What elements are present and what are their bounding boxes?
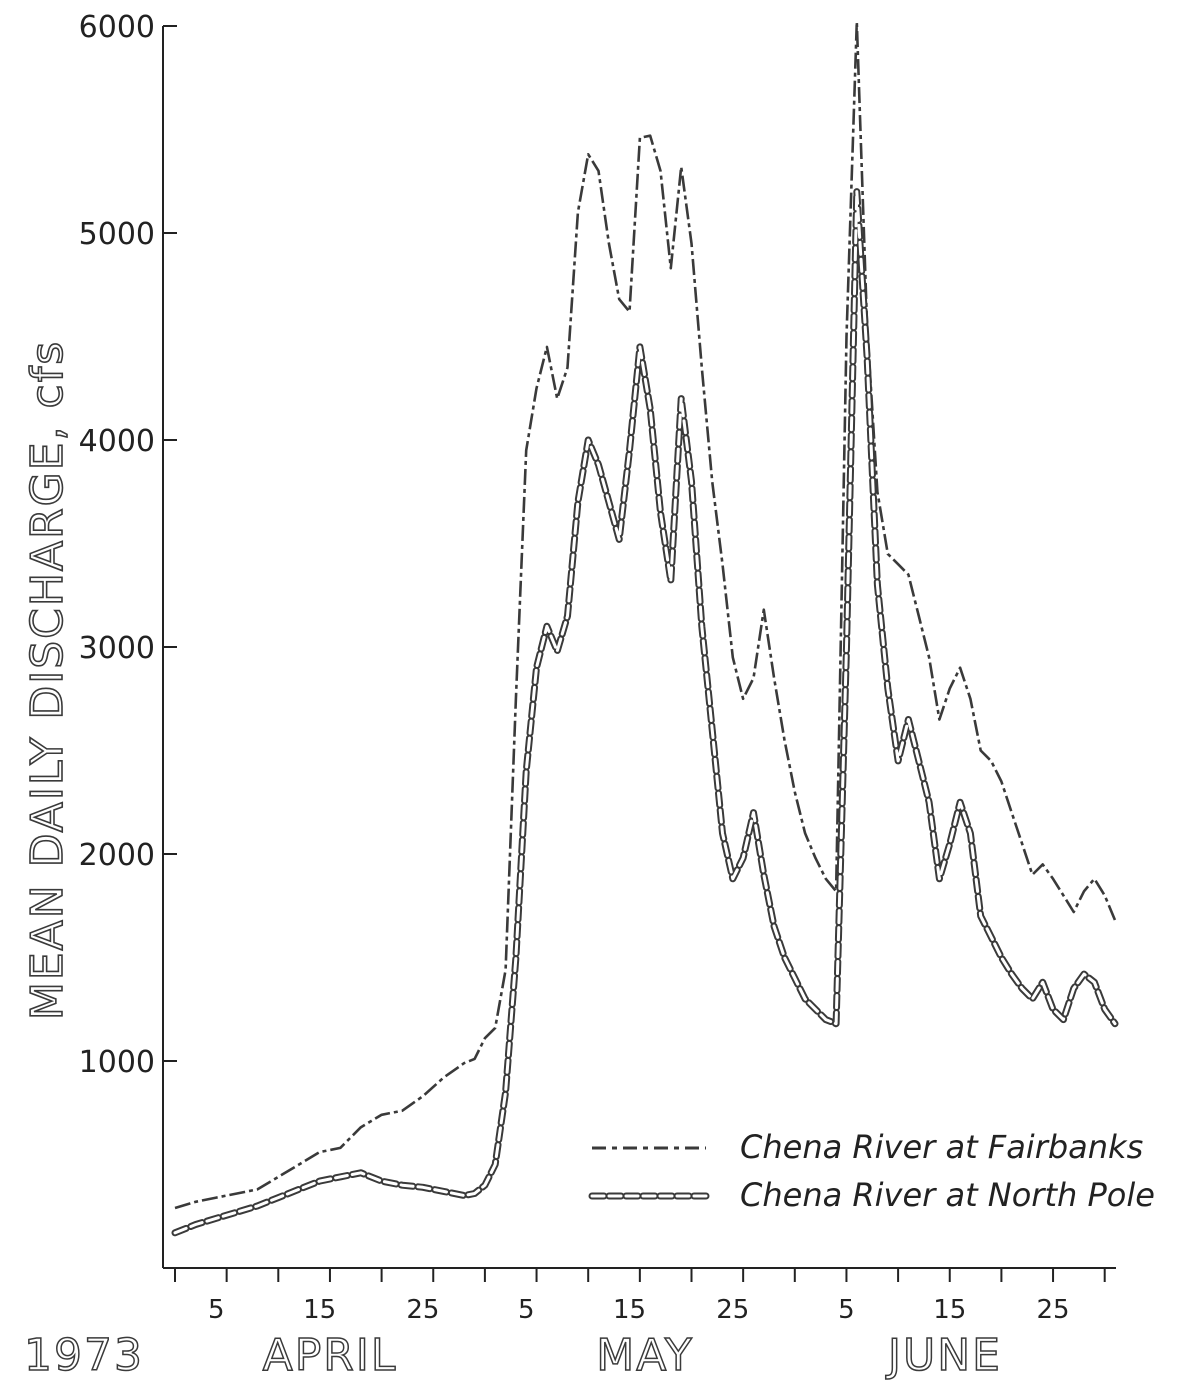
x-tick-label: 15 — [303, 1295, 336, 1325]
axes — [162, 26, 1116, 1269]
series-line-north-pole-inner — [173, 190, 1117, 1235]
y-tick-label: 5000 — [79, 217, 155, 252]
ticks: 1000 2000 3000 4000 5000 6000 5 15 25 5 15 25 5 15 25 — [79, 10, 1106, 1325]
year-label: 1973 — [24, 1330, 144, 1381]
x-tick-label: 15 — [613, 1295, 646, 1325]
legend-label-north-pole: Chena River at North Pole — [740, 1176, 1155, 1214]
month-label-may: MAY — [596, 1330, 694, 1381]
y-tick-label: 1000 — [79, 1045, 155, 1080]
x-tick-label: 5 — [208, 1295, 225, 1325]
x-tick-label: 15 — [933, 1295, 966, 1325]
y-axis-label: MEAN DAILY DISCHARGE, cfs — [22, 340, 73, 1020]
y-tick-label: 2000 — [79, 838, 155, 873]
x-tick-label: 25 — [1037, 1295, 1070, 1325]
month-label-april: APRIL — [263, 1330, 398, 1381]
x-tick-label: 25 — [406, 1295, 439, 1325]
legend-label-fairbanks: Chena River at Fairbanks — [740, 1128, 1143, 1166]
month-label-june: JUNE — [885, 1330, 1002, 1381]
series-line-fairbanks — [174, 20, 1117, 1210]
y-tick-label: 3000 — [79, 631, 155, 666]
x-tick-label: 5 — [838, 1295, 855, 1325]
y-tick-label: 6000 — [79, 10, 155, 45]
legend: Chena River at Fairbanks Chena River at … — [588, 1128, 1155, 1214]
x-tick-label: 5 — [518, 1295, 535, 1325]
x-tick-label: 25 — [716, 1295, 749, 1325]
series-lines — [171, 20, 1119, 1237]
y-tick-label: 4000 — [79, 424, 155, 459]
